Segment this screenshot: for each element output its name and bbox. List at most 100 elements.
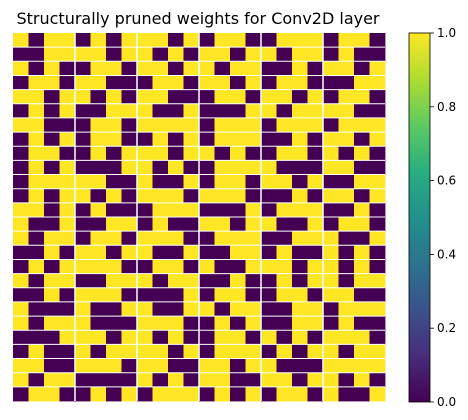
heatmap-cell — [292, 301, 308, 317]
cell-gaps — [13, 33, 385, 401]
heatmap-cell — [183, 188, 200, 204]
heatmap-cell — [59, 202, 76, 218]
heatmap-cell — [13, 287, 29, 303]
heatmap-cell — [245, 245, 262, 260]
heatmap-cell — [276, 117, 293, 133]
heatmap-cell — [90, 103, 107, 119]
heatmap-cell — [199, 188, 215, 204]
heatmap-cell — [44, 386, 60, 402]
heatmap-cell — [276, 316, 293, 331]
heatmap-cell — [276, 132, 293, 147]
heatmap-cell — [106, 89, 122, 105]
heatmap-cell — [323, 344, 339, 359]
heatmap-cell — [121, 372, 138, 388]
heatmap-cell — [44, 287, 60, 303]
heatmap-cell — [261, 301, 277, 317]
heatmap-cell — [354, 301, 370, 317]
heatmap-cell — [121, 188, 138, 204]
heatmap-cell — [230, 103, 246, 119]
heatmap-cell — [261, 202, 277, 218]
heatmap-cell — [369, 231, 386, 246]
heatmap-cell — [168, 217, 184, 232]
heatmap-cell — [245, 217, 262, 232]
colorbar-tick-label: 0.8 — [437, 100, 456, 114]
heatmap-cell — [90, 188, 107, 204]
heatmap-cell — [183, 287, 200, 303]
heatmap-cell — [28, 61, 45, 76]
heatmap-cell — [230, 245, 246, 260]
heatmap-cell — [276, 259, 293, 275]
heatmap-cell — [214, 75, 231, 91]
heatmap-cell — [183, 160, 200, 175]
heatmap-cell — [168, 61, 184, 76]
heatmap-cell — [137, 386, 153, 402]
heatmap-cell — [152, 245, 169, 260]
heatmap-cell — [354, 33, 370, 48]
heatmap-cell — [44, 160, 60, 175]
heatmap-cell — [369, 188, 386, 204]
heatmap-cell — [276, 160, 293, 175]
heatmap-cell — [338, 160, 355, 175]
heatmap-cell — [168, 132, 184, 147]
heatmap-cell — [369, 330, 386, 345]
heatmap-cell — [137, 61, 153, 76]
heatmap-cell — [307, 117, 324, 133]
heatmap-cell — [75, 132, 91, 147]
heatmap-cell — [90, 132, 107, 147]
heatmap-cells — [13, 33, 386, 402]
heatmap-cell — [338, 344, 355, 359]
heatmap-cell — [90, 358, 107, 374]
heatmap-cell — [323, 33, 339, 48]
heatmap-cell — [199, 132, 215, 147]
heatmap-cell — [214, 217, 231, 232]
heatmap-cell — [152, 103, 169, 119]
heatmap-cell — [75, 259, 91, 275]
heatmap-cell — [106, 330, 122, 345]
heatmap-cell — [44, 344, 60, 359]
heatmap-cell — [338, 259, 355, 275]
heatmap-cell — [354, 330, 370, 345]
heatmap-cell — [183, 386, 200, 402]
heatmap-cell — [199, 259, 215, 275]
heatmap-cell — [44, 89, 60, 105]
heatmap-cell — [230, 301, 246, 317]
heatmap-cell — [307, 33, 324, 48]
heatmap-cell — [44, 47, 60, 62]
heatmap-cell — [214, 245, 231, 260]
heatmap-cell — [230, 358, 246, 374]
heatmap-cell — [338, 89, 355, 105]
heatmap-cell — [152, 316, 169, 331]
heatmap-cell — [230, 174, 246, 190]
heatmap-cell — [369, 245, 386, 260]
heatmap-cell — [121, 132, 138, 147]
heatmap-cell — [261, 146, 277, 161]
heatmap-cell — [183, 316, 200, 331]
heatmap-cell — [44, 301, 60, 317]
heatmap-cell — [292, 174, 308, 190]
heatmap-cell — [121, 89, 138, 105]
heatmap-cell — [183, 47, 200, 62]
heatmap-cell — [199, 174, 215, 190]
heatmap-cell — [354, 386, 370, 402]
colorbar-ticks: 0.0 0.2 0.4 0.6 0.8 1.0 — [430, 26, 456, 409]
heatmap-cell — [245, 259, 262, 275]
heatmap-cell — [245, 301, 262, 317]
heatmap-cell — [199, 75, 215, 91]
heatmap-cell — [307, 259, 324, 275]
heatmap-cell — [292, 273, 308, 289]
heatmap-cell — [59, 217, 76, 232]
heatmap-cell — [183, 132, 200, 147]
colorbar-tick-label: 0.2 — [437, 321, 456, 335]
heatmap-cell — [199, 316, 215, 331]
heatmap-cell — [354, 75, 370, 91]
heatmap-cell — [292, 75, 308, 91]
heatmap-cell — [59, 89, 76, 105]
heatmap-cell — [152, 188, 169, 204]
heatmap-cell — [183, 117, 200, 133]
heatmap-cell — [261, 330, 277, 345]
heatmap-cell — [75, 202, 91, 218]
heatmap-cell — [292, 358, 308, 374]
heatmap-cell — [369, 160, 386, 175]
heatmap-cell — [199, 344, 215, 359]
heatmap-cell — [183, 358, 200, 374]
